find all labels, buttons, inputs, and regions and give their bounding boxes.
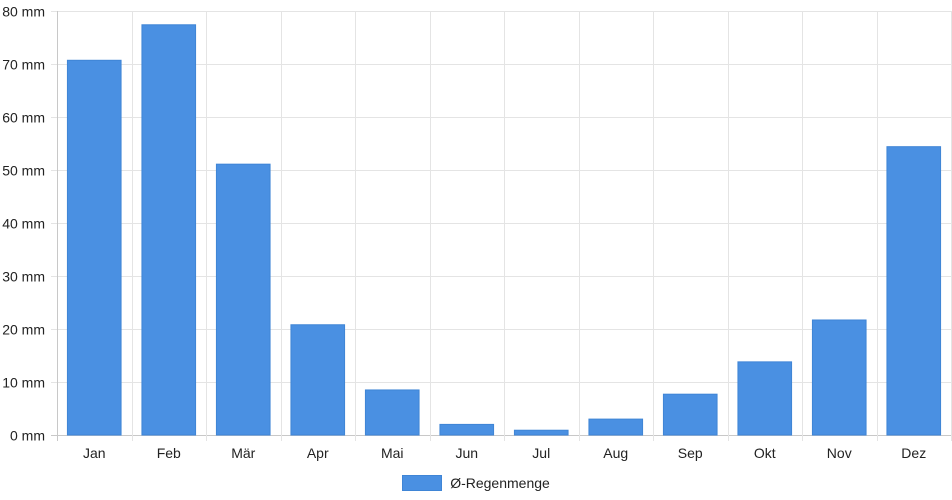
y-tick-label: 80 mm [2, 4, 45, 20]
x-tick-label: Mär [231, 445, 255, 461]
legend[interactable]: Ø-Regenmenge [0, 472, 952, 494]
bar-dez[interactable] [886, 146, 942, 436]
y-tick-label: 30 mm [2, 269, 45, 285]
x-tick-label: Okt [754, 445, 776, 461]
bar-feb[interactable] [141, 24, 197, 436]
x-tick-label: Sep [678, 445, 703, 461]
x-tick-label: Dez [901, 445, 926, 461]
y-tick-label: 50 mm [2, 163, 45, 179]
y-tick-label: 40 mm [2, 216, 45, 232]
x-tick-label: Jun [455, 445, 478, 461]
x-tick-label: Aug [603, 445, 628, 461]
bar-jun[interactable] [439, 423, 495, 436]
bar-aug[interactable] [588, 418, 644, 436]
y-tick-label: 20 mm [2, 322, 45, 338]
bar-jan[interactable] [66, 59, 122, 436]
x-tick-label: Jan [83, 445, 106, 461]
bar-chart: 0 mm 10 mm 20 mm 30 mm 40 mm 50 mm 60 mm 70 mm 8… [2, 4, 952, 461]
x-axis-tick-labels: Jan Feb Mär Apr Mai Jun Jul Aug Sep Okt Nov Dez [83, 445, 926, 461]
y-tick-label: 70 mm [2, 57, 45, 73]
x-tick-label: Apr [307, 445, 329, 461]
bar-mai[interactable] [364, 389, 420, 436]
y-tick-label: 0 mm [10, 428, 45, 444]
y-tick-label: 10 mm [2, 375, 45, 391]
bar-mär[interactable] [215, 163, 271, 436]
bar-nov[interactable] [811, 319, 867, 436]
bar-series [66, 24, 942, 436]
y-axis-tick-labels: 0 mm 10 mm 20 mm 30 mm 40 mm 50 mm 60 mm 70 mm 8… [2, 4, 45, 444]
bar-okt[interactable] [737, 361, 793, 436]
bar-sep[interactable] [662, 393, 718, 436]
x-tick-label: Nov [827, 445, 852, 461]
y-tick-label: 60 mm [2, 110, 45, 126]
x-tick-label: Feb [157, 445, 181, 461]
x-tick-label: Mai [381, 445, 404, 461]
legend-label: Ø-Regenmenge [450, 475, 550, 491]
x-tick-label: Jul [532, 445, 550, 461]
legend-swatch [402, 475, 443, 491]
bar-apr[interactable] [290, 324, 346, 436]
bar-jul[interactable] [513, 429, 569, 436]
